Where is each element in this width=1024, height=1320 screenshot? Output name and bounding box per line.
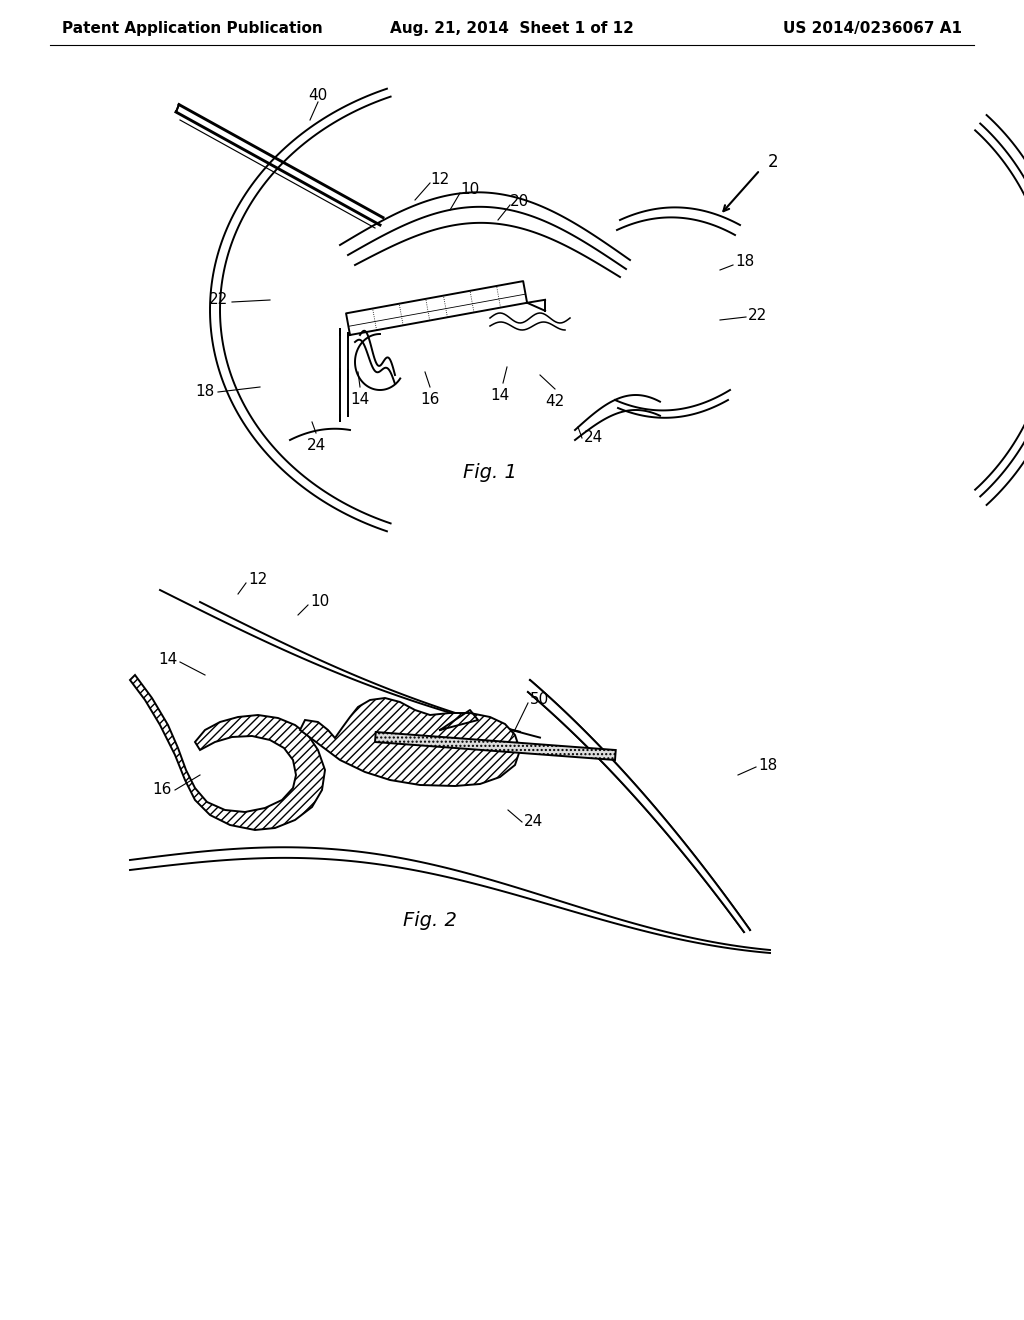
Text: 22: 22 bbox=[209, 293, 228, 308]
Text: US 2014/0236067 A1: US 2014/0236067 A1 bbox=[783, 21, 962, 36]
Text: 20: 20 bbox=[510, 194, 529, 210]
Text: 10: 10 bbox=[310, 594, 330, 610]
Text: 14: 14 bbox=[159, 652, 178, 668]
Text: 18: 18 bbox=[758, 758, 777, 772]
Text: Fig. 1: Fig. 1 bbox=[463, 462, 517, 482]
Text: Aug. 21, 2014  Sheet 1 of 12: Aug. 21, 2014 Sheet 1 of 12 bbox=[390, 21, 634, 36]
Text: Patent Application Publication: Patent Application Publication bbox=[62, 21, 323, 36]
Text: 24: 24 bbox=[584, 430, 603, 446]
Text: 18: 18 bbox=[735, 255, 755, 269]
Polygon shape bbox=[375, 733, 615, 760]
Text: 10: 10 bbox=[460, 182, 479, 198]
Text: 12: 12 bbox=[248, 573, 267, 587]
Polygon shape bbox=[528, 680, 750, 932]
Text: 14: 14 bbox=[350, 392, 370, 407]
Polygon shape bbox=[300, 698, 520, 785]
Polygon shape bbox=[130, 675, 325, 830]
Text: 24: 24 bbox=[306, 438, 326, 453]
Text: 50: 50 bbox=[530, 693, 549, 708]
Text: 42: 42 bbox=[546, 393, 564, 409]
Text: 24: 24 bbox=[524, 814, 544, 829]
Text: 22: 22 bbox=[748, 308, 767, 322]
Text: 18: 18 bbox=[196, 384, 215, 400]
Text: 40: 40 bbox=[308, 87, 328, 103]
Text: 2: 2 bbox=[768, 153, 778, 172]
Text: 16: 16 bbox=[420, 392, 439, 407]
Text: Fig. 2: Fig. 2 bbox=[403, 911, 457, 929]
Text: 14: 14 bbox=[490, 388, 510, 403]
Text: 16: 16 bbox=[153, 783, 172, 797]
Text: 12: 12 bbox=[430, 173, 450, 187]
